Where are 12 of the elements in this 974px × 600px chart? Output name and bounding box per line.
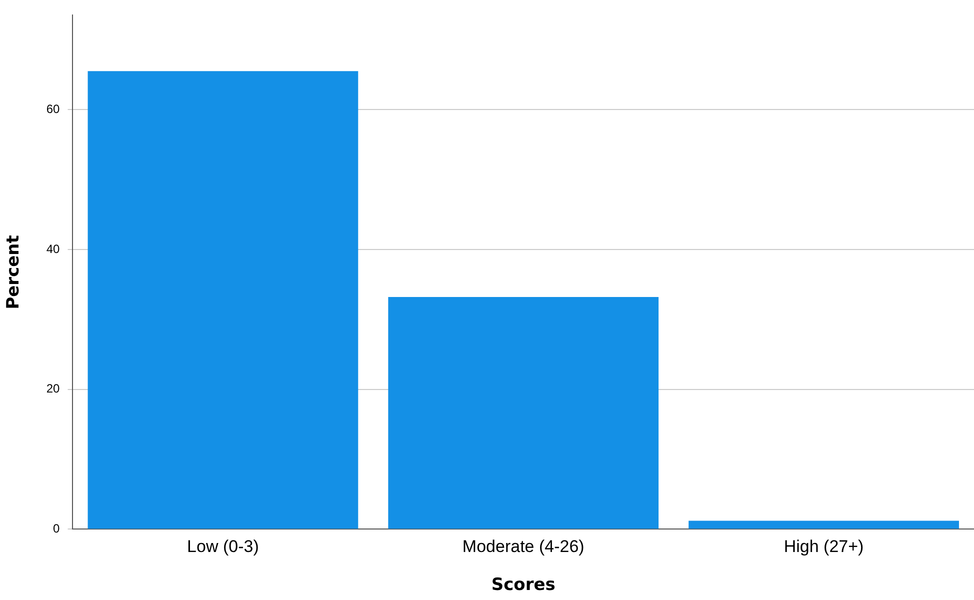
y-tick-label: 40 bbox=[46, 242, 60, 256]
bar bbox=[688, 520, 959, 529]
y-axis-title: Percent bbox=[4, 235, 24, 310]
x-axis-title: Scores bbox=[491, 575, 556, 596]
y-tick-label: 60 bbox=[46, 102, 60, 116]
x-tick-label: Moderate (4-26) bbox=[462, 537, 584, 556]
x-tick-label: Low (0-3) bbox=[187, 537, 259, 556]
x-tick-label: High (27+) bbox=[784, 537, 864, 556]
bar bbox=[88, 71, 358, 529]
y-tick-label: 0 bbox=[53, 522, 60, 536]
bar bbox=[388, 297, 659, 529]
y-tick-label: 20 bbox=[46, 382, 60, 396]
